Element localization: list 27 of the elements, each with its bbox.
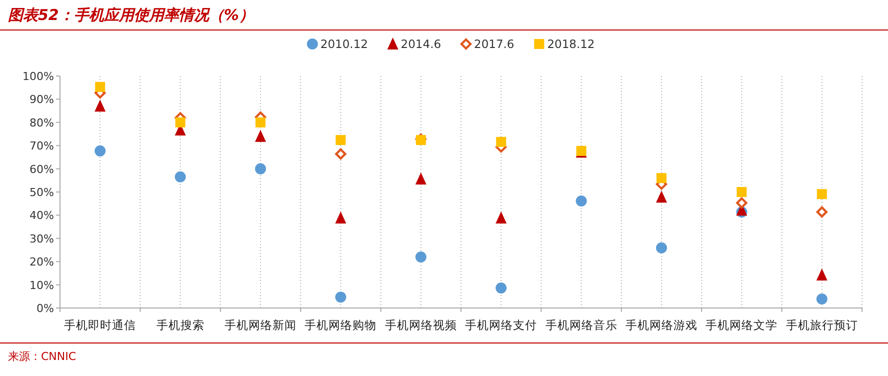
x-tick-label: 手机网络文学 bbox=[706, 318, 778, 332]
y-tick-label: 0% bbox=[36, 302, 54, 315]
x-tick-label: 手机网络新闻 bbox=[224, 318, 296, 332]
legend-label: 2014.6 bbox=[400, 37, 442, 51]
y-tick-label: 90% bbox=[30, 93, 54, 106]
x-tick-label: 手机网络音乐 bbox=[545, 318, 618, 332]
x-tick-label: 手机旅行预订 bbox=[786, 318, 858, 332]
source-note: 来源：CNNIC bbox=[8, 350, 76, 363]
x-tick-label: 手机网络视频 bbox=[384, 318, 457, 332]
y-tick-label: 60% bbox=[30, 162, 54, 176]
legend-label: 2010.12 bbox=[320, 37, 368, 51]
x-tick-label: 手机网络游戏 bbox=[626, 318, 698, 332]
y-tick-label: 10% bbox=[30, 278, 54, 292]
x-tick-label: 手机搜索 bbox=[156, 318, 204, 332]
y-tick-label: 40% bbox=[30, 209, 54, 222]
x-tick-label: 手机即时通信 bbox=[64, 318, 136, 332]
y-tick-label: 30% bbox=[30, 232, 54, 246]
y-tick-label: 70% bbox=[30, 140, 54, 153]
x-tick-label: 手机网络支付 bbox=[465, 318, 538, 332]
chart-title: 图表52：手机应用使用率情况（%） bbox=[8, 6, 254, 24]
legend-label: 2017.6 bbox=[474, 37, 514, 51]
y-tick-label: 80% bbox=[30, 116, 54, 130]
y-tick-label: 100% bbox=[22, 70, 54, 83]
legend-label: 2018.12 bbox=[547, 37, 595, 51]
y-tick-label: 20% bbox=[30, 256, 54, 269]
y-tick-label: 50% bbox=[30, 186, 54, 199]
x-tick-label: 手机网络购物 bbox=[304, 318, 377, 332]
